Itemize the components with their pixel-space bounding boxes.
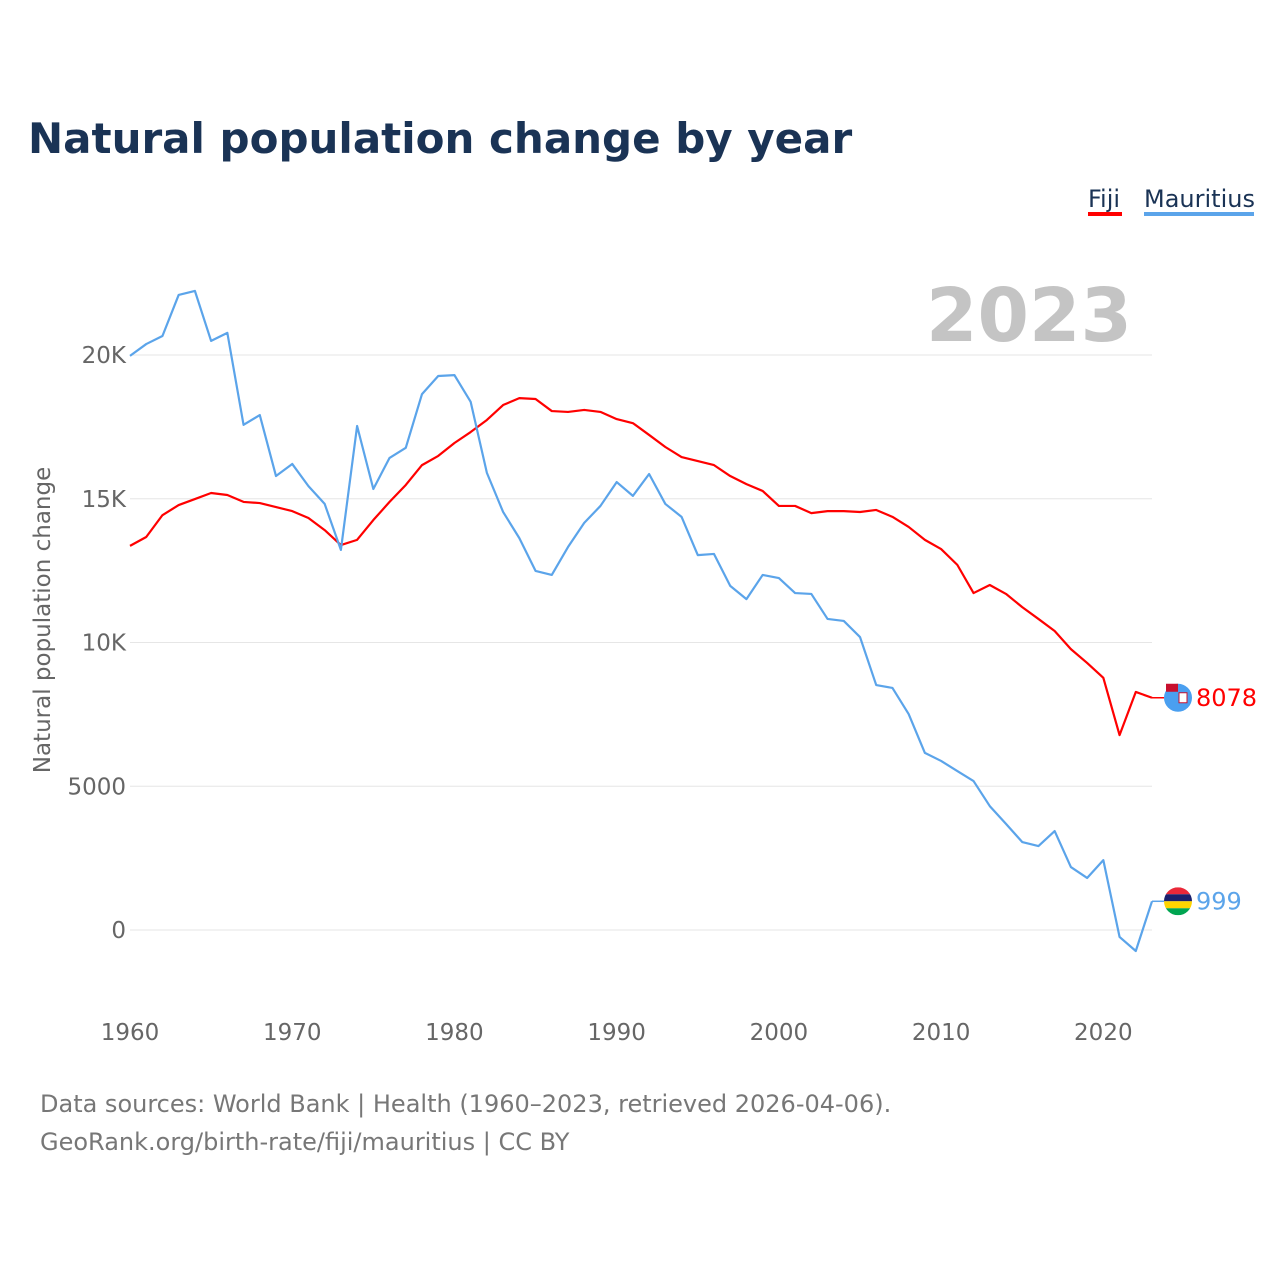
gridlines — [130, 354, 1152, 931]
y-tick-label: 15K — [82, 487, 127, 513]
y-tick-label: 5000 — [67, 774, 126, 800]
x-axis-ticks: 1960 1970 1980 1990 2000 2010 2020 — [101, 1020, 1133, 1046]
footer-credit[interactable]: GeoRank.org/birth-rate/fiji/mauritius | … — [40, 1128, 570, 1156]
x-tick-label: 2010 — [912, 1020, 971, 1046]
end-value-label-mauritius: 999 — [1196, 887, 1242, 915]
y-axis-ticks: 0 5000 10K 15K 20K — [67, 343, 126, 944]
y-tick-label: 10K — [82, 631, 127, 657]
x-tick-label: 1990 — [587, 1020, 646, 1046]
legend-swatch-fiji — [1088, 212, 1122, 216]
end-value-label-fiji: 8078 — [1196, 684, 1257, 712]
mauritius-flag-icon — [1164, 887, 1192, 916]
footer-sources: Data sources: World Bank | Health (1960–… — [40, 1090, 891, 1118]
legend-item-fiji[interactable]: Fiji — [1088, 185, 1122, 216]
legend-item-mauritius[interactable]: Mauritius — [1144, 185, 1255, 216]
legend-label-mauritius: Mauritius — [1144, 185, 1255, 213]
x-tick-label: 1980 — [425, 1020, 484, 1046]
series-line-mauritius — [129, 289, 1154, 953]
current-year-label: 2023 — [926, 273, 1132, 359]
chart-title: Natural population change by year — [28, 114, 852, 163]
x-tick-label: 2020 — [1074, 1020, 1133, 1046]
x-tick-label: 1960 — [101, 1020, 160, 1046]
series-end-markers: 8078 999 — [1152, 683, 1257, 916]
legend: Fiji Mauritius — [1088, 185, 1255, 216]
y-tick-label: 20K — [82, 343, 127, 369]
series-line-fiji — [129, 397, 1153, 737]
legend-swatch-mauritius — [1144, 212, 1254, 216]
x-tick-label: 1970 — [263, 1020, 322, 1046]
series-lines — [129, 289, 1154, 953]
y-tick-label: 0 — [111, 918, 126, 944]
fiji-flag-icon — [1164, 683, 1192, 712]
legend-label-fiji: Fiji — [1088, 185, 1120, 213]
x-tick-label: 2000 — [750, 1020, 809, 1046]
y-axis-label: Natural population change — [30, 467, 56, 774]
